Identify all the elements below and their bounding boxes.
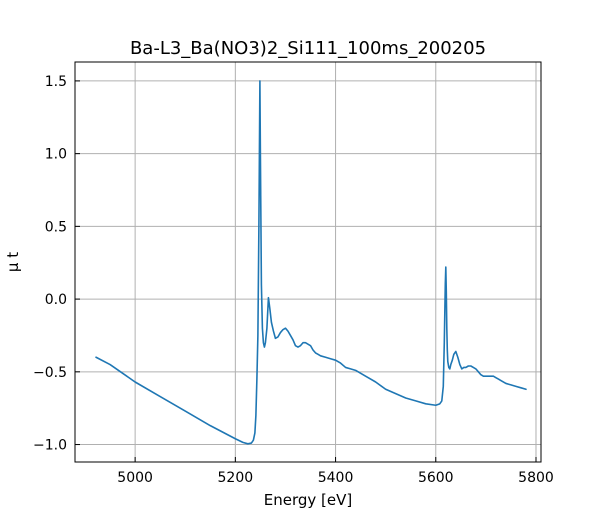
y-tick-label: 1.5 xyxy=(45,74,67,90)
ticks: 5000 5200 5400 5600 5800 −1.0 −0.5 0.0 0.5 1.0 1.5 xyxy=(33,74,554,486)
y-tick-label: 0.5 xyxy=(45,219,67,235)
series-line xyxy=(95,80,527,445)
x-axis-label: Energy [eV] xyxy=(264,491,352,509)
grid xyxy=(75,62,541,462)
y-tick-label: −0.5 xyxy=(33,365,67,381)
x-tick-label: 5800 xyxy=(518,470,554,486)
y-tick-label: 0.0 xyxy=(45,292,67,308)
y-tick-label: −1.0 xyxy=(33,438,67,454)
y-tick-label: 1.0 xyxy=(45,147,67,163)
x-tick-label: 5600 xyxy=(418,470,454,486)
plot-frame xyxy=(74,61,542,463)
x-tick-label: 5200 xyxy=(218,470,254,486)
y-axis-label: μ t xyxy=(4,252,22,272)
x-tick-label: 5400 xyxy=(318,470,354,486)
plot-line-group xyxy=(95,80,527,445)
x-tick-label: 5000 xyxy=(117,470,153,486)
chart-title: Ba-L3_Ba(NO3)2_Si111_100ms_200205 xyxy=(130,38,486,59)
